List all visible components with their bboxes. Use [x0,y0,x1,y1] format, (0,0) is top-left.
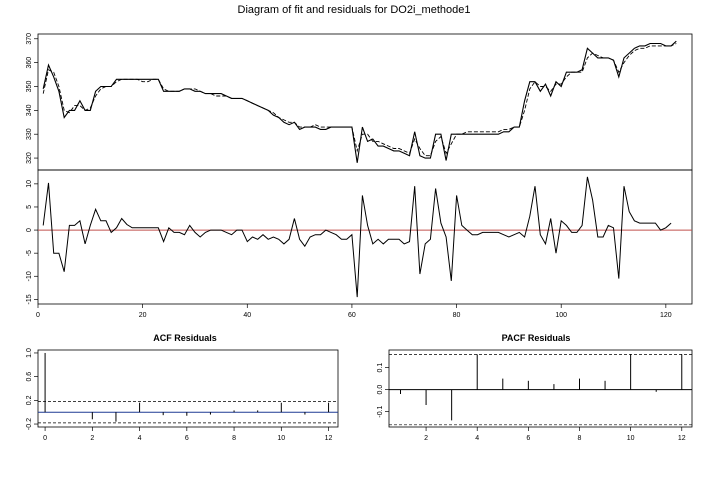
fit-panel: 320 330 340 350 360 370 [26,33,693,171]
pacf-ytick-label: -0.1 [377,405,384,417]
residuals-ytick-label: 0 [26,228,33,232]
residuals-xtick-label: 80 [453,312,461,319]
residuals-plot-frame [37,169,693,305]
residuals-xtick-label: 20 [139,312,147,319]
chart-title: Diagram of fit and residuals for DO2i_me… [238,4,471,16]
fit-ytick-label: 370 [26,33,33,45]
acf-xtick-label: 8 [232,435,236,442]
acf-xtick-label: 2 [90,435,94,442]
acf-xtick-label: 10 [277,435,285,442]
residuals-xtick-label: 60 [348,312,356,319]
residuals-ytick-label: -5 [26,250,33,256]
pacf-title: PACF Residuals [502,333,571,343]
pacf-xtick-label: 12 [678,435,686,442]
observed-series-line [42,40,677,163]
residuals-ytick-label: 10 [26,180,33,188]
acf-plot-frame [37,349,339,428]
fit-ytick-label: 320 [26,152,33,164]
acf-ytick-label: 0.2 [26,395,33,405]
residuals-ytick-label: -15 [26,294,33,304]
fit-ytick-label: 350 [26,81,33,93]
fitted-series-line [42,43,677,157]
acf-xtick-label: 0 [43,435,47,442]
acf-ytick-label: -0.2 [26,418,33,430]
residuals-xtick-label: 0 [36,312,40,319]
acf-xtick-label: 6 [185,435,189,442]
residuals-xtick-label: 120 [660,312,672,319]
pacf-ytick-label: 0.0 [377,385,384,395]
residuals-ytick-label: -10 [26,271,33,281]
acf-ytick-label: 1.0 [26,348,33,358]
residuals-xtick-label: 100 [555,312,567,319]
acf-ytick-label: 0.6 [26,372,33,382]
acf-xtick-label: 4 [138,435,142,442]
pacf-xtick-label: 6 [526,435,530,442]
fit-ytick-label: 360 [26,57,33,69]
fit-ytick-label: 330 [26,128,33,140]
acf-title: ACF Residuals [153,333,217,343]
pacf-plot-frame [388,349,693,428]
residuals-ytick-label: 5 [26,205,33,209]
pacf-xtick-label: 4 [475,435,479,442]
residuals-xtick-label: 40 [243,312,251,319]
pacf-xtick-label: 10 [627,435,635,442]
pacf-panel: PACF Residuals -0.1 0.0 0.1 2 4 6 8 10 12 [377,333,693,442]
pacf-xtick-label: 2 [424,435,428,442]
acf-xtick-label: 12 [325,435,333,442]
pacf-xtick-label: 8 [578,435,582,442]
pacf-ytick-label: 0.1 [377,363,384,373]
residuals-series-line [42,176,672,298]
acf-panel: ACF Residuals -0.2 0.2 0.6 1.0 0 2 4 6 8 10 12 [26,333,339,442]
fit-ytick-label: 340 [26,104,33,116]
